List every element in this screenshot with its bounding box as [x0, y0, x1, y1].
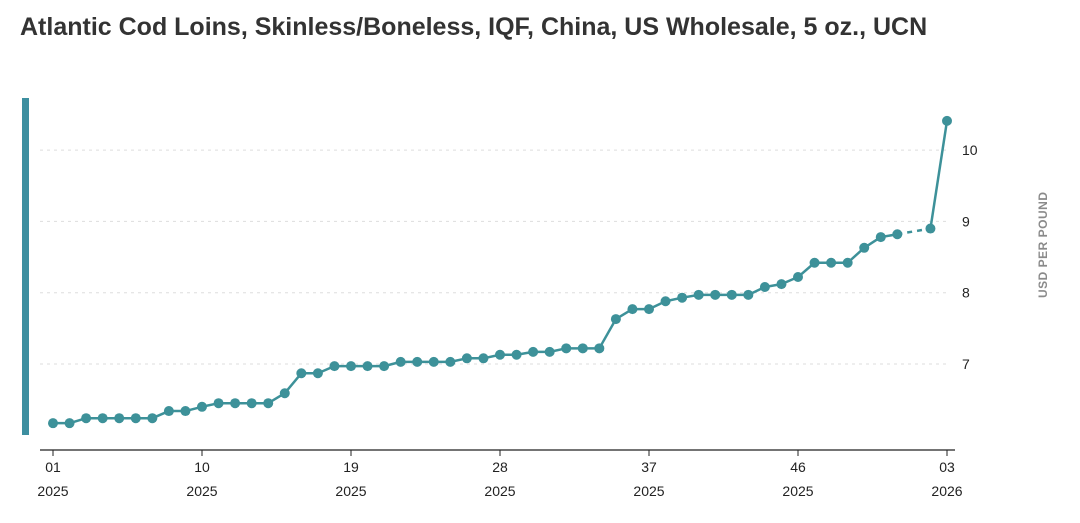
y-tick-label: 8	[962, 285, 970, 301]
y-tick-label: 10	[962, 142, 978, 158]
x-tick-year: 2025	[186, 483, 217, 499]
data-point	[495, 349, 505, 360]
data-point	[296, 368, 307, 379]
data-point	[577, 343, 588, 354]
x-tick-year: 2025	[633, 483, 664, 499]
data-point	[428, 356, 439, 367]
data-point	[875, 232, 886, 243]
data-point	[412, 356, 423, 367]
data-point	[180, 406, 191, 417]
data-point	[461, 353, 472, 364]
data-point	[759, 281, 770, 292]
data-point	[726, 289, 737, 300]
data-point	[230, 398, 241, 409]
data-point	[627, 304, 638, 315]
data-point	[114, 413, 125, 424]
data-point	[97, 413, 108, 424]
y-tick-label: 7	[962, 356, 970, 372]
line-segment	[929, 120, 949, 229]
x-tick-year: 2025	[484, 483, 515, 499]
data-point	[710, 289, 721, 300]
data-point	[329, 361, 340, 372]
data-point	[346, 361, 356, 372]
data-point	[942, 115, 952, 126]
x-tick-week: 19	[343, 459, 359, 475]
accent-bar	[22, 98, 29, 435]
data-point	[743, 289, 754, 300]
data-point	[312, 368, 323, 379]
y-tick-label: 9	[962, 213, 970, 229]
chart-title: Atlantic Cod Loins, Skinless/Boneless, I…	[20, 13, 928, 41]
y-axis-title: USD PER POUND	[1036, 191, 1050, 298]
data-point	[561, 343, 572, 354]
data-point	[644, 304, 654, 315]
x-tick-year: 2025	[335, 483, 366, 499]
data-point	[892, 229, 903, 240]
data-point	[130, 413, 141, 424]
data-point	[48, 418, 58, 429]
x-tick-year: 2025	[37, 483, 68, 499]
x-tick-week: 03	[939, 459, 955, 475]
gap-segment	[897, 227, 931, 236]
data-point	[925, 223, 936, 234]
data-point	[660, 296, 671, 307]
data-point	[64, 418, 75, 429]
data-point	[213, 398, 224, 409]
data-point	[677, 292, 688, 303]
data-point	[478, 353, 489, 364]
line-segment	[598, 318, 617, 349]
data-point	[776, 279, 787, 290]
data-point	[511, 349, 522, 360]
data-point	[445, 356, 456, 367]
data-point	[528, 346, 539, 357]
data-point	[594, 343, 605, 354]
data-point	[793, 272, 803, 283]
data-point	[362, 361, 373, 372]
x-tick-week: 01	[45, 459, 61, 475]
data-point	[163, 406, 174, 417]
data-point	[610, 314, 621, 325]
data-point	[279, 388, 290, 399]
x-tick-year: 2025	[782, 483, 813, 499]
data-point	[197, 401, 207, 412]
data-point	[263, 398, 274, 409]
data-point	[859, 242, 870, 253]
data-point	[81, 413, 92, 424]
data-point	[544, 346, 555, 357]
data-point	[395, 356, 406, 367]
data-point	[826, 257, 837, 268]
x-tick-week: 37	[641, 459, 657, 475]
x-tick-week: 28	[492, 459, 508, 475]
x-tick-week: 46	[790, 459, 806, 475]
x-tick-year: 2026	[931, 483, 962, 499]
x-tick-week: 10	[194, 459, 210, 475]
data-point	[246, 398, 257, 409]
data-point	[147, 413, 158, 424]
data-point	[842, 257, 853, 268]
data-point	[379, 361, 390, 372]
data-point	[693, 289, 704, 300]
data-point	[809, 257, 820, 268]
